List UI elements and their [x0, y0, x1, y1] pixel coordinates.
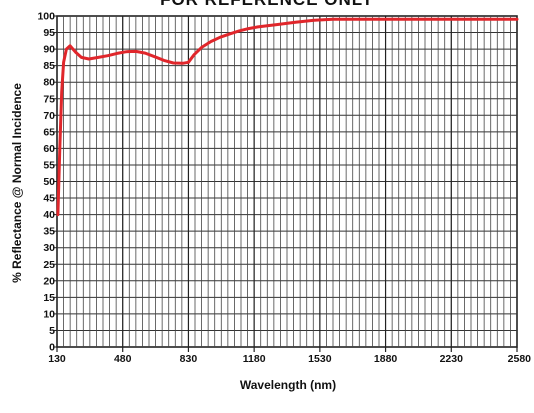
x-tick-label: 1880 — [374, 353, 398, 365]
y-tick-label: 85 — [43, 60, 55, 72]
y-tick-label: 70 — [43, 110, 55, 122]
y-tick-label: 50 — [43, 176, 55, 188]
y-tick-label: 0 — [49, 342, 55, 354]
grid-layer — [56, 15, 518, 348]
y-tick-label: 35 — [43, 226, 55, 238]
y-tick-label: 25 — [43, 259, 55, 271]
x-tick-label: 2580 — [508, 353, 532, 365]
y-tick-label: 80 — [43, 77, 55, 89]
y-axis-title: % Reflectance @ Normal Incidence — [10, 83, 24, 283]
y-tick-label: 45 — [43, 193, 55, 205]
x-tick-label: 480 — [114, 353, 132, 365]
reflectance-series-line — [56, 17, 519, 217]
y-tick-label: 60 — [43, 143, 55, 155]
x-tick-label: 1180 — [243, 353, 266, 365]
axis-layer: 0 5 10 15 20 25 30 35 40 45 50 55 60 65 70 75 80 85 90 95 10… — [37, 11, 531, 366]
y-tick-label: 55 — [43, 159, 55, 171]
x-tick-label: 830 — [180, 353, 198, 365]
top-banner-text: FOR REFERENCE ONLY — [160, 0, 374, 9]
y-tick-label: 95 — [43, 27, 55, 39]
y-tick-label: 20 — [43, 275, 55, 287]
y-tick-label: 15 — [43, 292, 55, 304]
y-tick-label: 40 — [43, 209, 55, 221]
y-tick-label: 90 — [43, 44, 55, 56]
x-tick-label: 2230 — [440, 353, 464, 365]
y-tick-label: 100 — [37, 11, 55, 23]
y-tick-label: 10 — [43, 308, 55, 320]
series-layer — [56, 17, 519, 217]
x-tick-label: 130 — [48, 353, 66, 365]
x-axis-title: Wavelength (nm) — [240, 378, 336, 392]
y-tick-label: 75 — [43, 93, 55, 105]
y-tick-label: 30 — [43, 242, 55, 254]
x-tick-label: 1530 — [308, 353, 332, 365]
y-tick-label: 65 — [43, 126, 55, 138]
y-tick-label: 5 — [49, 325, 55, 337]
